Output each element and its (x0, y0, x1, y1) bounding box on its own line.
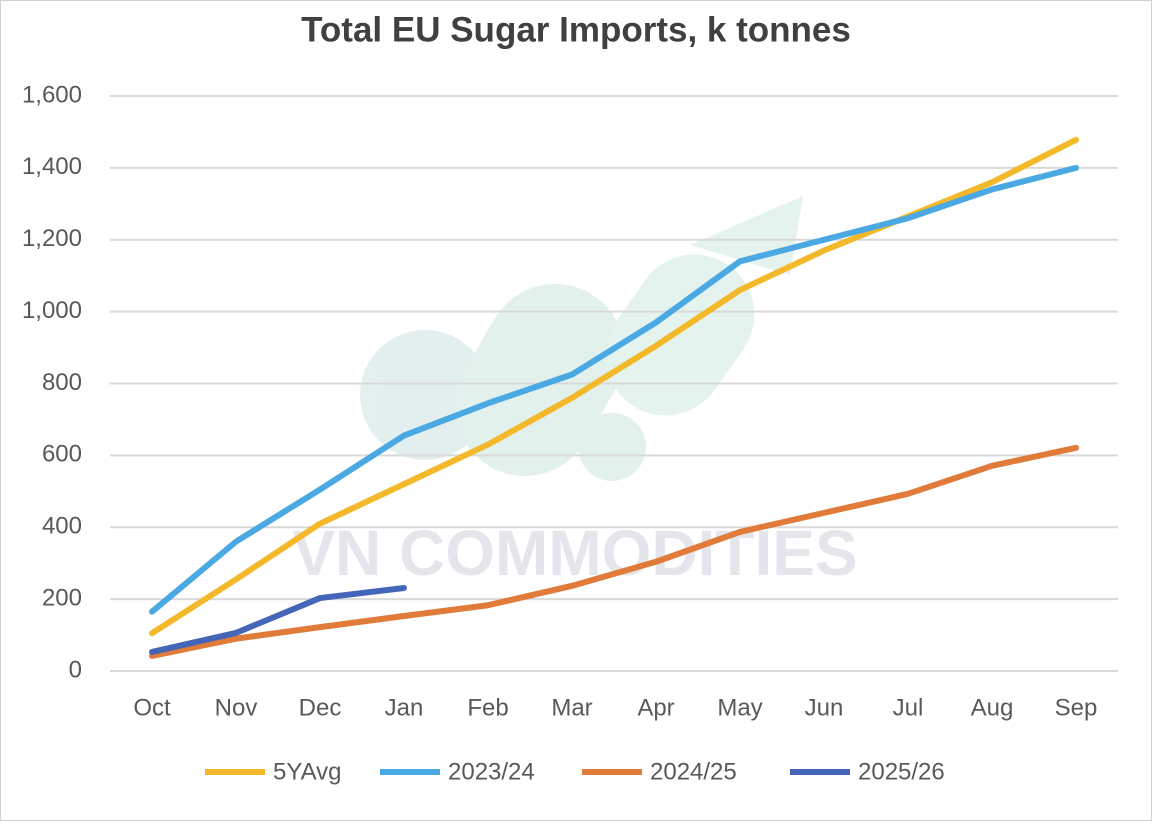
x-tick-label: Nov (215, 694, 258, 721)
x-tick-label: Apr (637, 694, 674, 721)
legend-label: 2024/25 (650, 758, 737, 785)
y-tick-label: 1,200 (22, 225, 82, 252)
x-tick-label: Sep (1055, 694, 1098, 721)
y-tick-label: 1,600 (22, 81, 82, 108)
y-tick-label: 200 (42, 584, 82, 611)
x-tick-label: Dec (299, 694, 342, 721)
y-tick-label: 800 (42, 369, 82, 396)
x-tick-label: Feb (467, 694, 508, 721)
y-tick-label: 600 (42, 441, 82, 468)
x-tick-label: Jun (805, 694, 844, 721)
legend-label: 2023/24 (448, 758, 535, 785)
y-tick-label: 0 (69, 656, 82, 683)
y-tick-label: 1,000 (22, 297, 82, 324)
x-tick-label: Oct (133, 694, 171, 721)
watermark-logo (360, 196, 803, 481)
y-tick-label: 1,400 (22, 153, 82, 180)
series-line (149, 584, 407, 655)
legend-label: 5YAvg (273, 758, 342, 785)
y-tick-label: 400 (42, 513, 82, 540)
x-tick-label: May (717, 694, 762, 721)
legend-label: 2025/26 (858, 758, 945, 785)
x-tick-label: Mar (551, 694, 592, 721)
x-tick-label: Aug (971, 694, 1014, 721)
x-tick-label: Jul (893, 694, 924, 721)
x-tick-label: Jan (385, 694, 424, 721)
series-line (149, 444, 1079, 659)
series-line (149, 164, 1079, 615)
chart-title: Total EU Sugar Imports, k tonnes (301, 10, 851, 49)
